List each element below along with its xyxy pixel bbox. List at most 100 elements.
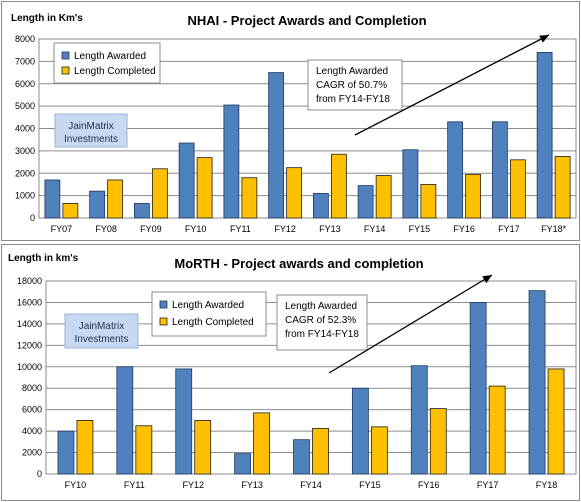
legend-swatch-awarded <box>159 300 168 309</box>
legend-swatch-completed <box>61 66 70 75</box>
annotation-box <box>307 59 403 111</box>
legend <box>53 42 161 84</box>
y-tick-label: 3000 <box>15 146 35 156</box>
bar-completed <box>370 426 388 475</box>
legend-label: Length Awarded <box>172 300 244 311</box>
x-tick-label: FY15 <box>409 224 431 234</box>
bar-awarded <box>491 121 508 219</box>
bar-completed <box>488 385 506 475</box>
legend <box>151 291 267 337</box>
x-tick-label: FY16 <box>453 224 475 234</box>
x-tick-label: FY10 <box>185 224 207 234</box>
y-tick-label: 18000 <box>17 276 42 286</box>
y-tick-label: 12000 <box>17 340 42 350</box>
bar-completed <box>135 425 153 475</box>
bar-completed <box>312 428 329 475</box>
chart-title: NHAI - Project Awards and Completion <box>187 13 426 28</box>
watermark-text: Investments <box>64 134 118 145</box>
bar-completed <box>420 184 437 219</box>
morth-chart: 0 2000 4000 6000 8000 10000 12000 14000 16000 180… <box>8 253 577 490</box>
bar-completed <box>554 156 571 219</box>
y-tick-label: 6000 <box>22 405 42 415</box>
bar-awarded <box>469 302 487 475</box>
trend-arrow <box>354 34 550 136</box>
watermark-box <box>64 313 139 349</box>
bar-awarded <box>357 185 374 219</box>
y-tick-label: 2000 <box>15 168 35 178</box>
x-tick-label: FY14 <box>364 224 386 234</box>
y-tick-label: 5000 <box>15 101 35 111</box>
y-tick-label: 4000 <box>22 426 42 436</box>
trend-arrow-head <box>482 275 492 284</box>
bar-completed <box>509 159 526 219</box>
bar-completed <box>429 408 447 475</box>
watermark-box <box>54 113 128 148</box>
y-tick-label: 4000 <box>15 124 35 134</box>
bar-awarded <box>447 121 464 219</box>
y-tick-label: 14000 <box>17 319 42 329</box>
y-tick-label: 0 <box>37 469 42 479</box>
chart-title: MoRTH - Project awards and completion <box>174 256 423 271</box>
x-tick-label: FY09 <box>140 224 162 234</box>
bar-awarded <box>44 179 61 219</box>
x-tick-label: FY18* <box>541 224 567 234</box>
annotation-text: Length Awarded <box>316 66 388 77</box>
legend-label: Length Awarded <box>74 51 146 62</box>
bar-completed <box>151 168 168 219</box>
x-tick-label: FY07 <box>51 224 73 234</box>
y-tick-label: 2000 <box>22 448 42 458</box>
bar-completed <box>241 177 258 219</box>
y-axis-label: Length in km's <box>8 253 79 264</box>
bar-completed <box>286 167 303 219</box>
bar-awarded <box>312 192 329 219</box>
y-tick-label: 7000 <box>15 56 35 66</box>
morth-chart-panel: 0 2000 4000 6000 8000 10000 12000 14000 16000 180… <box>1 244 580 501</box>
annotation-text: CAGR of 52.3% <box>285 315 356 326</box>
x-tick-label: FY15 <box>359 480 381 490</box>
bar-awarded <box>536 52 553 219</box>
watermark-text: JainMatrix <box>68 121 114 132</box>
bar-completed <box>194 419 212 475</box>
bar-awarded <box>178 142 195 219</box>
watermark-text: JainMatrix <box>79 321 125 332</box>
x-tick-label: FY18 <box>536 480 558 490</box>
bar-completed <box>465 173 482 219</box>
bar-awarded <box>528 290 546 475</box>
bar-awarded <box>410 365 428 475</box>
y-tick-label: 1000 <box>15 191 35 201</box>
bar-completed <box>253 412 271 475</box>
x-tick-label: FY14 <box>300 480 322 490</box>
x-tick-label: FY17 <box>498 224 520 234</box>
y-tick-label: 10000 <box>17 362 42 372</box>
bar-awarded <box>89 190 106 219</box>
x-tick-label: FY16 <box>418 480 440 490</box>
bar-completed <box>196 157 213 219</box>
bar-awarded <box>402 149 419 219</box>
watermark-text: Investments <box>75 334 129 345</box>
y-tick-label: 8000 <box>15 34 35 44</box>
bar-awarded <box>116 366 134 475</box>
bar-completed <box>107 179 124 219</box>
bar-awarded <box>268 72 285 219</box>
legend-swatch-completed <box>159 317 168 326</box>
x-tick-label: FY10 <box>65 480 87 490</box>
nhai-chart: 0 1000 2000 3000 4000 5000 6000 7000 8000 FY07 FY0… <box>11 13 577 234</box>
bar-awarded <box>351 387 369 475</box>
legend-label: Length Completed <box>74 66 156 77</box>
y-tick-label: 6000 <box>15 79 35 89</box>
plot-area <box>45 280 577 475</box>
legend-label: Length Completed <box>172 317 254 328</box>
y-tick-label: 8000 <box>22 383 42 393</box>
bar-completed <box>62 203 79 219</box>
annotation-box <box>276 294 368 351</box>
x-tick-label: FY11 <box>124 480 145 490</box>
bar-awarded <box>175 368 193 475</box>
trend-arrow-head <box>539 35 549 43</box>
x-tick-label: FY11 <box>230 224 251 234</box>
annotation-text: from FY14-FY18 <box>285 329 359 340</box>
x-tick-label: FY17 <box>477 480 499 490</box>
bar-awarded <box>133 203 150 219</box>
x-tick-label: FY13 <box>319 224 341 234</box>
x-tick-label: FY13 <box>241 480 263 490</box>
bar-completed <box>547 368 565 475</box>
